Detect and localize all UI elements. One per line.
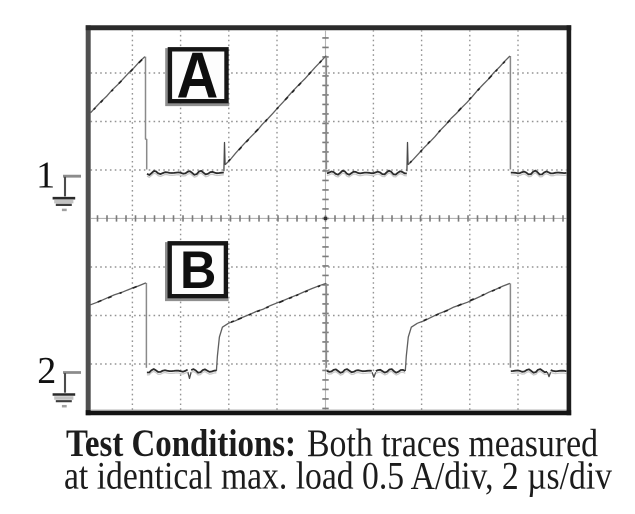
svg-text:B: B	[180, 240, 216, 299]
svg-text:at identical max. load 0.5 A/d: at identical max. load 0.5 A/div, 2 µs/d…	[64, 454, 612, 498]
svg-text:Test Conditions:: Test Conditions:	[66, 421, 296, 465]
svg-text:A: A	[177, 39, 219, 112]
svg-text:Both traces measured: Both traces measured	[307, 421, 598, 465]
svg-text:2: 2	[37, 350, 56, 392]
svg-text:1: 1	[36, 154, 55, 196]
